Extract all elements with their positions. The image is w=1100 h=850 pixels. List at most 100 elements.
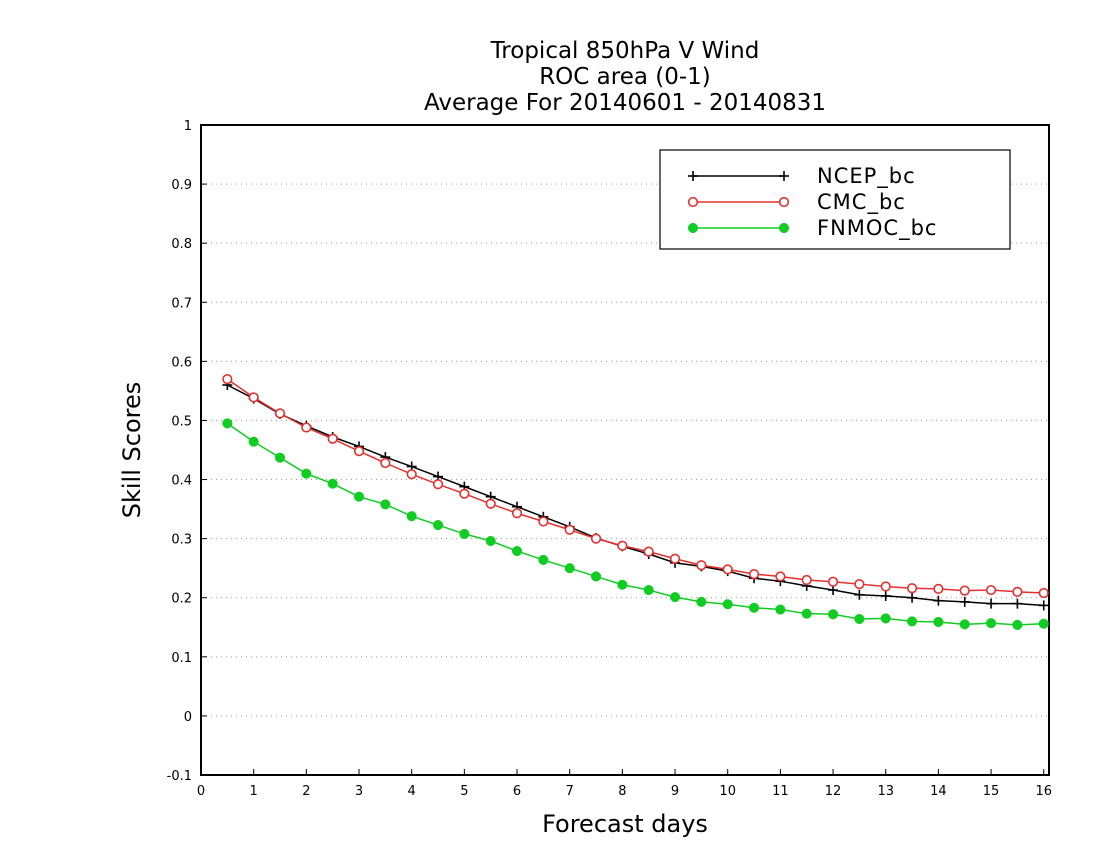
data-point — [459, 488, 470, 499]
y-axis-label: Skill Scores — [118, 382, 146, 519]
data-point — [564, 524, 575, 535]
data-point — [222, 373, 233, 385]
y-tick-label: 0.3 — [171, 533, 192, 548]
series-NCEP_bc — [222, 380, 1049, 611]
data-point — [775, 571, 786, 582]
y-tick-label: 0.8 — [171, 237, 192, 252]
data-point — [907, 616, 918, 627]
y-tick-label: 0.4 — [171, 474, 192, 489]
legend-marker — [688, 171, 698, 181]
data-point — [1012, 598, 1023, 609]
y-tick-label: 0.1 — [171, 651, 192, 666]
data-point — [327, 478, 338, 489]
y-tick-label: 0.5 — [171, 414, 192, 429]
data-point — [538, 516, 549, 527]
data-point — [274, 408, 286, 419]
x-tick-label: 11 — [772, 784, 789, 799]
data-point — [696, 596, 707, 607]
x-tick-label: 12 — [825, 784, 842, 799]
title-line-1: Tropical 850hPa V Wind — [490, 38, 760, 64]
x-tick-label: 4 — [408, 784, 416, 799]
data-point — [827, 609, 839, 620]
x-tick-label: 13 — [877, 784, 894, 799]
x-tick-label: 10 — [719, 784, 736, 799]
data-point — [432, 479, 444, 490]
data-point — [301, 468, 312, 479]
data-point — [459, 528, 470, 539]
data-point — [222, 418, 233, 429]
chart-title: Tropical 850hPa V Wind ROC area (0-1) Av… — [424, 38, 826, 116]
data-point — [380, 457, 391, 469]
x-tick-label: 7 — [566, 784, 574, 799]
data-point — [1038, 600, 1049, 611]
x-tick-label: 0 — [197, 784, 205, 799]
x-tick-label: 1 — [250, 784, 258, 799]
x-tick-label: 8 — [618, 784, 626, 799]
x-tick-label: 3 — [355, 784, 363, 799]
legend-marker — [779, 171, 789, 181]
y-tick-label: -0.1 — [167, 769, 192, 784]
data-point — [406, 511, 417, 522]
data-point — [906, 583, 918, 594]
legend-box — [659, 149, 1011, 250]
legend-marker — [687, 196, 699, 208]
data-point — [959, 585, 970, 596]
data-point — [933, 583, 944, 594]
data-point — [986, 618, 997, 629]
x-tick-label: 5 — [460, 784, 468, 799]
data-point — [248, 392, 259, 403]
data-point — [959, 596, 970, 607]
data-point — [854, 579, 865, 590]
data-point — [1038, 618, 1049, 629]
plot-frame — [200, 124, 1050, 776]
data-point — [669, 592, 681, 603]
title-line-3: Average For 20140601 - 20140831 — [424, 90, 826, 116]
series-layer — [222, 373, 1049, 630]
data-point — [722, 599, 733, 610]
data-point — [511, 545, 523, 557]
y-tick-label: 0.9 — [171, 178, 192, 193]
data-point — [406, 469, 417, 480]
data-point — [986, 598, 997, 609]
series-line — [226, 378, 1044, 594]
title-line-2: ROC area (0-1) — [539, 64, 711, 90]
x-tick-label: 16 — [1035, 784, 1052, 799]
x-tick-label: 9 — [671, 784, 679, 799]
legend-marker — [687, 222, 699, 234]
data-point — [301, 422, 312, 433]
data-point — [485, 535, 496, 547]
data-point — [327, 433, 338, 444]
series-CMC_bc — [222, 373, 1049, 599]
data-point — [854, 613, 865, 625]
legend-item: NCEP_bc — [688, 164, 915, 189]
series-FNMOC_bc — [222, 418, 1049, 630]
data-point — [854, 589, 865, 600]
y-axis: -0.1 0 0.1 0.2 0.3 0.4 0.5 0.6 0.7 0.8 0.9 1 — [167, 119, 207, 784]
data-point — [353, 491, 365, 502]
data-point — [722, 564, 733, 575]
data-point — [590, 533, 602, 544]
data-point — [933, 595, 944, 606]
data-point — [380, 499, 391, 510]
data-point — [748, 568, 760, 580]
legend-label: CMC_bc — [817, 190, 906, 215]
gridlines — [201, 183, 1049, 717]
series-line — [226, 384, 1044, 607]
y-tick-label: 0.6 — [171, 355, 192, 370]
data-point — [564, 563, 575, 574]
legend-item: FNMOC_bc — [687, 216, 936, 241]
data-point — [696, 560, 707, 571]
data-point — [933, 616, 944, 628]
y-tick-label: 0.2 — [171, 592, 192, 607]
data-point — [511, 508, 523, 519]
data-point — [485, 498, 496, 509]
data-point — [248, 436, 259, 447]
data-point — [880, 590, 891, 601]
data-point — [643, 584, 654, 596]
data-point — [748, 602, 760, 613]
data-point — [538, 554, 549, 565]
data-point — [590, 571, 602, 582]
data-point — [801, 608, 812, 619]
y-tick-label: 1 — [184, 119, 192, 134]
data-point — [353, 446, 365, 457]
